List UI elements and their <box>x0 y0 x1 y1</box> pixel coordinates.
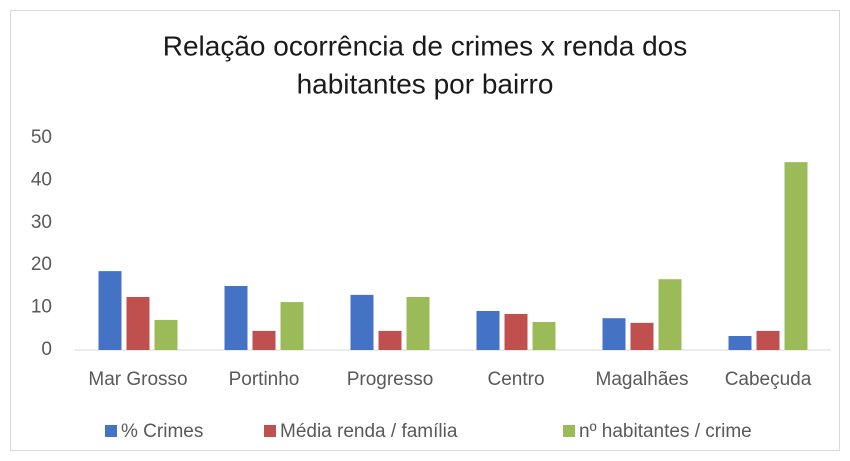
x-tick-label: Cabeçuda <box>725 369 812 390</box>
bar <box>224 285 248 350</box>
bar <box>532 322 556 350</box>
x-tick-label: Progresso <box>347 369 434 390</box>
bar <box>784 162 808 350</box>
bar <box>350 294 374 350</box>
x-tick-label: Magalhães <box>596 369 689 390</box>
bar <box>154 319 178 350</box>
chart-title: habitantes por bairro <box>297 68 554 99</box>
bar <box>630 322 654 350</box>
bar <box>378 330 402 350</box>
legend-label: Média renda / família <box>280 421 458 442</box>
x-tick-label: Portinho <box>229 369 300 390</box>
legend-label: nº habitantes / crime <box>579 421 752 442</box>
bar <box>252 330 276 350</box>
bar <box>728 336 752 350</box>
bar <box>98 271 122 350</box>
bar <box>476 310 500 350</box>
y-tick-label: 40 <box>31 169 52 190</box>
bar <box>756 330 780 350</box>
bar <box>504 313 528 350</box>
legend-label: % Crimes <box>121 421 203 442</box>
y-tick-label: 20 <box>31 254 52 275</box>
y-tick-label: 50 <box>31 127 52 148</box>
bar <box>406 297 430 350</box>
x-tick-label: Mar Grosso <box>88 369 187 390</box>
chart-frame <box>10 10 840 451</box>
bar <box>658 279 682 350</box>
legend-swatch <box>264 425 276 437</box>
bar <box>280 302 304 350</box>
y-tick-label: 0 <box>41 339 52 360</box>
x-tick-label: Centro <box>487 369 544 390</box>
chart-title: Relação ocorrência de crimes x renda dos <box>163 30 687 61</box>
y-tick-label: 30 <box>31 212 52 233</box>
bar <box>126 297 150 350</box>
legend-swatch <box>563 425 575 437</box>
bar <box>602 318 626 350</box>
legend-swatch <box>105 425 117 437</box>
y-tick-label: 10 <box>31 297 52 318</box>
